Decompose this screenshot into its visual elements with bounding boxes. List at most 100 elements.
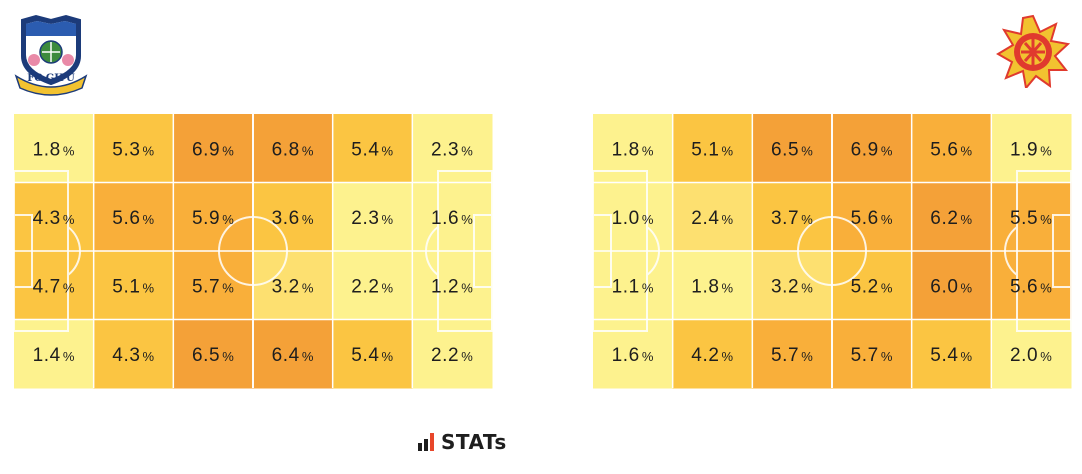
heatmap-cell [14, 182, 95, 252]
cell-value-label: 5.4% [930, 345, 972, 366]
cell-value-label: 1.9% [1010, 139, 1052, 160]
heatmap-cell [752, 182, 833, 252]
cell-value-label: 5.6% [112, 208, 154, 229]
heatmap-cell [752, 319, 833, 389]
heatmap-cell [93, 114, 174, 183]
heatmap-cells [14, 114, 493, 389]
heatmap-cell [332, 114, 413, 183]
heatmap-cell [672, 182, 753, 252]
heatmap-cell [173, 114, 254, 183]
heatmap-labels: 1.8% 5.3% 6.9% 6.8% 5.4% 2.3 % 4.3% 5.6% 5.9% 3.6%… [33, 139, 473, 366]
cell-value-label: 5.6% [851, 208, 893, 229]
cell-value-label: 6.8% [272, 139, 314, 160]
heatmap-cell [412, 182, 493, 252]
heatmap-cell [911, 182, 992, 252]
heatmap-cell [832, 251, 913, 320]
stats-label: STATs [441, 430, 507, 454]
heatmap-cell [991, 182, 1072, 252]
heatmap-cell [253, 182, 334, 252]
heatmap-cell [173, 182, 254, 252]
cell-value-label: 2.4% [691, 208, 733, 229]
heatmap-cell [911, 319, 992, 389]
cell-value-label: 5.6% [1010, 276, 1052, 297]
stats-bar [430, 433, 434, 451]
cell-value-label: 2.3% [351, 208, 393, 229]
cell-value-label: 5.7% [192, 276, 234, 297]
heatmap-cell [412, 251, 493, 320]
heatmap-cell [332, 319, 413, 389]
cell-value-label: 5.5% [1010, 208, 1052, 229]
heatmap-cell [93, 182, 174, 252]
cell-value-label: 3.2% [272, 276, 314, 297]
heatmap-cell [672, 114, 753, 183]
heatmap-cell [832, 319, 913, 389]
heatmap-cell [672, 319, 753, 389]
cell-value-label: 5.6% [930, 139, 972, 160]
cell-value-label: 6.9% [192, 139, 234, 160]
heatmap-cell [911, 114, 992, 183]
heatmap-team-1: 1.8% 5.3% 6.9% 6.8% 5.4% 2.3% 4.3% 5.6% 5.9% 3.6%… [13, 114, 493, 389]
cell-value-label: 5.4% [351, 139, 393, 160]
cell-value-label: 5.1% [691, 139, 733, 160]
cell-value-label: 1.6% [612, 345, 654, 366]
heatmap-cell [332, 251, 413, 320]
cell-value-label: 1.0% [612, 208, 654, 229]
cell-value-label: 5.7% [771, 345, 813, 366]
cell-value-label: 3.6% [272, 208, 314, 229]
kamatamare-sanuki-crest-icon [996, 14, 1071, 91]
cell-value-label: 1.8% [33, 139, 75, 160]
heatmap-cell [253, 114, 334, 183]
cell-value-label: 4.3% [33, 208, 75, 229]
heatmap-cell [593, 182, 674, 252]
cell-value-label: 5.3% [112, 139, 154, 160]
cell-value-label: 2.0% [1010, 345, 1052, 366]
cell-grid [14, 114, 492, 388]
heatmap-cell [14, 251, 95, 320]
heatmap-cell [93, 319, 174, 389]
cell-value-label: 6.5% [192, 345, 234, 366]
cell-value-label: 1.8% [612, 139, 654, 160]
heatmap-cell [173, 319, 254, 389]
heatmap-cell [911, 251, 992, 320]
cell-value-label: 4.3% [112, 345, 154, 366]
heatmap-cell [332, 182, 413, 252]
heatmap-cell [672, 251, 753, 320]
cell-value-label: 1.6% [431, 208, 473, 229]
heatmap-cell [253, 251, 334, 320]
cell-value-label: 1.4% [33, 345, 75, 366]
cell-value-label: 2.2% [431, 345, 473, 366]
cell-value-label: 1.2% [431, 276, 473, 297]
heatmap-cell [253, 319, 334, 389]
heatmap-cell [832, 114, 913, 183]
cell-value-label: 5.1% [112, 276, 154, 297]
heatmap-cell [752, 114, 833, 183]
heatmap-labels: 1.8% 5.1% 6.5% 6.9% 5.6% 1.9 % 1.0% 2.4% 3.7% 5.6%… [612, 139, 1052, 366]
stats-logo: STATs [418, 430, 507, 454]
crest-text: FC GIFU [27, 73, 75, 84]
fc-gifu-crest-icon: FC GIFU [12, 12, 90, 96]
heatmap-cell [752, 251, 833, 320]
heatmap-cell [832, 182, 913, 252]
stats-bar [418, 443, 422, 451]
heatmap-cell [593, 251, 674, 320]
heatmap-cell [991, 251, 1072, 320]
cell-value-label: 3.7% [771, 208, 813, 229]
cell-value-label: 4.2% [691, 345, 733, 366]
heatmap-cell [93, 251, 174, 320]
cell-value-label: 3.2% [771, 276, 813, 297]
cell-grid [593, 114, 1071, 388]
stats-bars-icon [418, 433, 436, 451]
cell-value-label: 5.2% [851, 276, 893, 297]
cell-value-label: 6.9% [851, 139, 893, 160]
cell-value-label: 1.1% [612, 276, 654, 297]
heatmap-team-2: 1.8% 5.1% 6.5% 6.9% 5.6% 1.9% 1.0% 2.4% 3.7% 5.6%… [592, 114, 1072, 389]
heatmap-cell [173, 251, 254, 320]
cell-value-label: 2.2% [351, 276, 393, 297]
cell-value-label: 6.5% [771, 139, 813, 160]
cell-value-label: 6.4% [272, 345, 314, 366]
cell-value-label: 5.7% [851, 345, 893, 366]
stats-bar [424, 439, 428, 451]
cell-value-label: 1.8% [691, 276, 733, 297]
cell-value-label: 6.2% [930, 208, 972, 229]
cell-value-label: 6.0% [930, 276, 972, 297]
